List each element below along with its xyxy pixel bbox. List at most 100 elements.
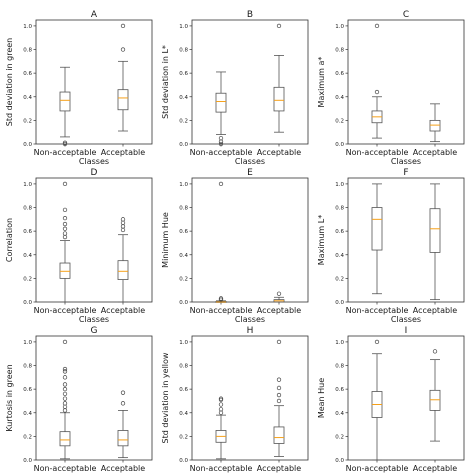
outlier-point — [62, 404, 68, 410]
outlier-point — [218, 407, 224, 412]
box-acceptable — [273, 291, 285, 303]
outlier-point — [62, 339, 68, 345]
outlier-point — [276, 392, 282, 398]
y-tick-label: 0.0 — [23, 458, 32, 464]
iqr-box — [59, 91, 71, 112]
y-tick-label: 0.2 — [335, 276, 344, 282]
y-tick-label: 0.8 — [335, 48, 344, 54]
y-tick-label: 0.6 — [335, 387, 344, 393]
plot-frame — [35, 19, 153, 145]
iqr-box — [117, 430, 129, 447]
x-tick-label: Acceptable — [257, 148, 301, 157]
outlier-point — [276, 385, 282, 391]
x-axis-label: Classes — [235, 315, 265, 324]
subplot-c: C 0.0 0.2 0.4 0.6 0.8 1.0 Maximum a* Non-accepta… — [317, 10, 465, 166]
iqr-box — [429, 208, 441, 253]
y-tick-label: 1.0 — [335, 340, 344, 346]
plot-frame — [35, 177, 153, 303]
y-tick-label: 0.4 — [179, 253, 188, 259]
subplot-title: B — [247, 10, 253, 20]
outlier-point — [62, 408, 68, 413]
plot-frame — [35, 335, 153, 461]
box-non-acceptable — [59, 66, 71, 147]
outlier-point — [218, 402, 224, 407]
outlier-point — [218, 141, 224, 147]
y-tick-label: 0.6 — [179, 71, 188, 77]
outlier-point — [120, 224, 126, 229]
y-tick-label: 0.6 — [335, 71, 344, 77]
outlier-point — [120, 227, 126, 233]
outlier-point — [276, 291, 282, 296]
y-tick-label: 0.4 — [23, 95, 32, 101]
y-axis-label: Mean Hue — [317, 378, 326, 418]
y-axis-label: Maximum L* — [317, 215, 326, 265]
outlier-point — [62, 231, 68, 236]
x-tick-label: Non-acceptable — [346, 306, 409, 315]
iqr-box — [59, 262, 71, 279]
y-tick-label: 0.4 — [23, 411, 32, 417]
y-tick-label: 0.6 — [179, 387, 188, 393]
y-tick-label: 0.8 — [23, 364, 32, 370]
outlier-point — [62, 391, 68, 397]
outlier-point — [218, 396, 224, 401]
outlier-point — [62, 141, 68, 147]
x-tick-label: Non-acceptable — [346, 464, 409, 473]
subplot-title: G — [91, 326, 98, 336]
box-acceptable — [273, 339, 285, 457]
y-tick-label: 0.0 — [335, 458, 344, 464]
y-axis-label: Maximum a* — [317, 57, 326, 108]
outlier-point — [120, 401, 126, 406]
outlier-point — [62, 401, 68, 406]
x-tick-label: Acceptable — [101, 464, 145, 473]
y-tick-label: 0.2 — [335, 434, 344, 440]
box-non-acceptable — [215, 181, 227, 303]
y-tick-label: 0.0 — [23, 142, 32, 148]
box-acceptable — [117, 217, 129, 303]
iqr-box — [273, 426, 285, 444]
outlier-point — [120, 47, 126, 52]
y-tick-label: 0.8 — [23, 48, 32, 54]
outlier-point — [62, 386, 68, 392]
outlier-point — [120, 390, 126, 395]
outlier-point — [432, 349, 438, 354]
y-tick-label: 0.0 — [179, 142, 188, 148]
outlier-point — [62, 216, 68, 221]
plot-frame — [347, 19, 465, 145]
outlier-point — [218, 397, 224, 402]
subplot-d: D 0.0 0.2 0.4 0.6 0.8 1.0 Correlation Non-accept… — [5, 168, 153, 324]
x-tick-label: Acceptable — [257, 464, 301, 473]
x-axis-label: Classes — [79, 157, 109, 166]
subplot-title: I — [405, 326, 408, 336]
y-tick-label: 0.2 — [179, 276, 188, 282]
y-tick-label: 0.8 — [335, 364, 344, 370]
outlier-point — [276, 339, 282, 345]
y-tick-label: 0.4 — [179, 411, 188, 417]
y-tick-label: 0.4 — [335, 95, 344, 101]
outlier-point — [120, 23, 126, 29]
iqr-box — [59, 431, 71, 447]
box-non-acceptable — [59, 339, 71, 460]
box-acceptable — [117, 23, 129, 132]
outlier-point — [218, 297, 224, 302]
iqr-box — [371, 207, 383, 251]
plot-frame — [191, 177, 309, 303]
outlier-point — [374, 339, 380, 345]
outlier-point — [62, 234, 68, 240]
y-tick-label: 1.0 — [179, 340, 188, 346]
y-tick-label: 0.2 — [335, 118, 344, 124]
x-tick-label: Non-acceptable — [190, 306, 253, 315]
outlier-point — [218, 135, 224, 141]
y-tick-label: 1.0 — [179, 182, 188, 188]
outlier-point — [276, 398, 282, 404]
outlier-point — [62, 181, 68, 187]
subplot-a: A 0.0 0.2 0.4 0.6 0.8 1.0 Std deviation in gree… — [5, 10, 153, 166]
outlier-point — [62, 366, 68, 372]
subplot-i: I 0.0 0.2 0.4 0.6 0.8 1.0 Mean Hue Non-acceptabl… — [317, 326, 465, 474]
subplot-b: B 0.0 0.2 0.4 0.6 0.8 1.0 Std deviation in L* No… — [161, 10, 309, 166]
x-tick-label: Non-acceptable — [34, 148, 97, 157]
outlier-point — [120, 220, 126, 226]
outlier-point — [62, 396, 68, 401]
outlier-point — [218, 296, 224, 301]
outlier-point — [218, 181, 224, 187]
